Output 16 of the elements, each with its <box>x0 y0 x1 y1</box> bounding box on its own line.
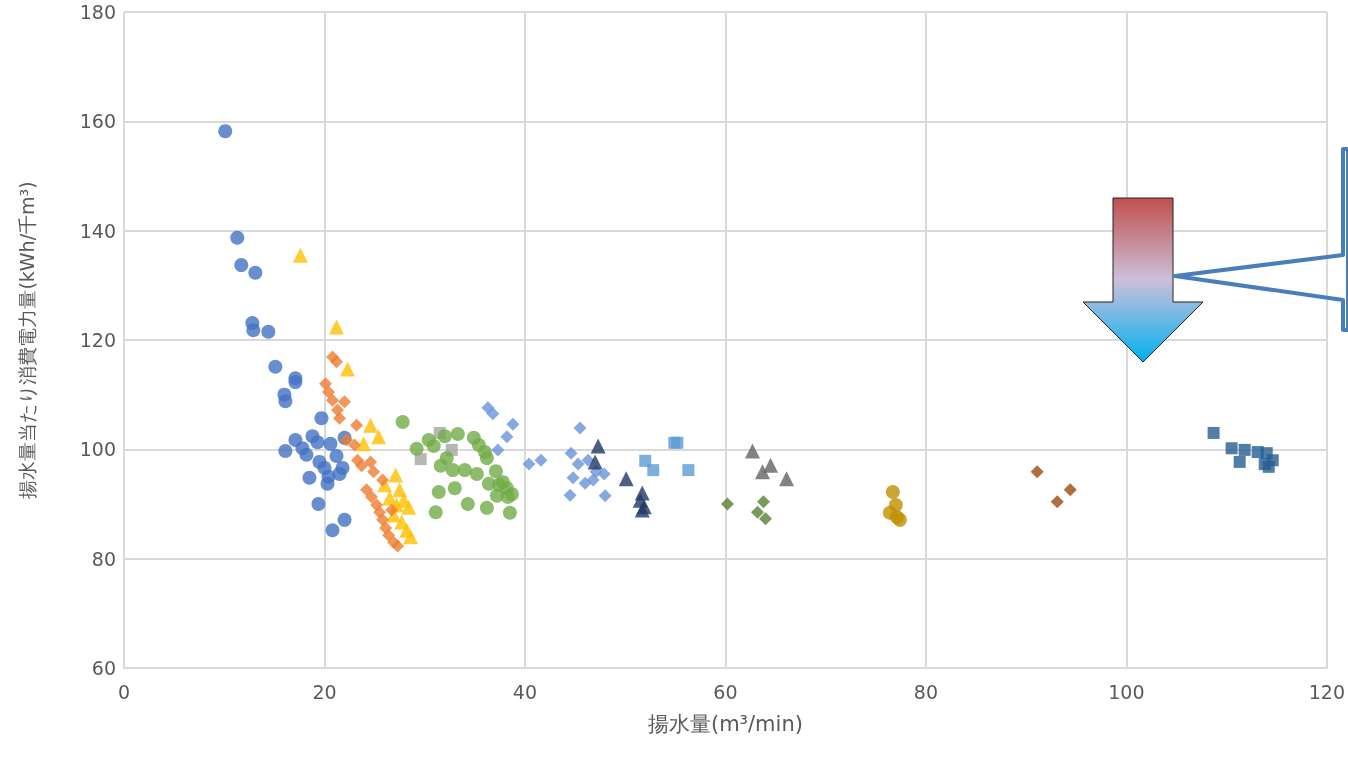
x-tick-label: 20 <box>312 680 337 703</box>
y-tick-label: 140 <box>79 219 116 242</box>
x-tick-label: 60 <box>713 680 738 703</box>
x-tick-label: 0 <box>117 680 131 703</box>
y-tick-label: 160 <box>79 110 116 133</box>
y-tick-label: 100 <box>79 438 116 461</box>
y-tick-label: 180 <box>79 1 116 23</box>
y-tick-label: 60 <box>91 657 116 679</box>
y-tick-label: 120 <box>79 329 116 351</box>
y-axis-title: 揚水量当たり消費電力量(kWh/千m³) <box>15 181 38 499</box>
y-tick-label: 80 <box>91 547 116 570</box>
x-tick-label: 80 <box>913 680 939 703</box>
x-tick-label: 120 <box>1308 680 1345 703</box>
x-axis-title: 揚水量(m³/min) <box>647 711 803 736</box>
x-tick-label: 40 <box>512 680 538 703</box>
x-tick-label: 100 <box>1108 680 1145 703</box>
